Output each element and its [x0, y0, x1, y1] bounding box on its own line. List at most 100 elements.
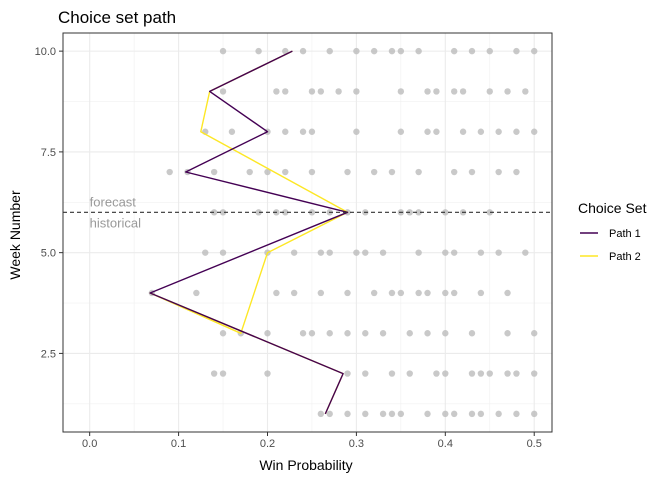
legend-label: Path 1: [609, 228, 641, 240]
data-point: [415, 47, 422, 55]
data-point: [442, 209, 449, 216]
data-point: [451, 249, 458, 256]
data-point: [513, 168, 520, 176]
data-point: [219, 209, 227, 216]
data-point: [219, 47, 227, 55]
data-point: [344, 370, 351, 377]
data-point: [477, 249, 485, 256]
y-tick-label: 5.0: [41, 248, 56, 260]
legend-title: Choice Set: [578, 200, 647, 216]
data-point: [442, 410, 449, 418]
x-tick-label: 0.4: [438, 438, 453, 450]
data-point: [344, 330, 351, 337]
data-point: [290, 249, 298, 256]
data-point: [442, 289, 449, 297]
data-point: [255, 47, 262, 55]
data-point: [406, 370, 413, 377]
data-point: [513, 410, 520, 418]
data-point: [388, 168, 396, 176]
x-tick-label: 0.2: [260, 438, 275, 450]
data-point: [210, 168, 218, 176]
data-point: [273, 289, 280, 297]
data-point: [370, 168, 378, 176]
data-point: [451, 88, 458, 95]
data-point: [468, 47, 476, 55]
data-point: [433, 370, 440, 377]
data-point: [459, 128, 467, 135]
y-axis-title: Week Number: [7, 190, 23, 280]
data-point: [397, 47, 405, 55]
data-point: [255, 209, 262, 216]
data-point: [344, 410, 351, 418]
data-point: [290, 289, 298, 297]
data-point: [388, 370, 396, 377]
series-paths: [149, 50, 349, 415]
data-point: [370, 289, 378, 297]
data-point: [335, 88, 342, 95]
panel-border: [62, 32, 553, 433]
data-point: [397, 128, 405, 135]
data-point: [531, 330, 538, 337]
data-point: [397, 88, 405, 95]
data-point: [424, 128, 431, 135]
data-point: [264, 370, 271, 377]
data-point: [317, 249, 325, 256]
data-point: [273, 88, 280, 95]
data-point: [522, 88, 529, 95]
annotation-historical: historical: [90, 216, 141, 231]
series-line-path-1: [149, 50, 349, 415]
data-point: [388, 289, 396, 297]
data-point: [166, 168, 173, 176]
data-point: [504, 88, 511, 95]
data-point: [317, 289, 325, 297]
data-point: [513, 47, 520, 55]
data-point: [477, 128, 485, 135]
plot-frame: forecast historical: [62, 32, 553, 433]
data-point: [282, 88, 289, 95]
data-point: [264, 330, 271, 337]
data-point: [415, 168, 422, 176]
data-point: [486, 370, 493, 377]
data-point: [344, 168, 351, 176]
data-point: [282, 128, 289, 135]
data-point: [353, 88, 360, 95]
data-point: [451, 47, 458, 55]
data-point: [504, 330, 511, 337]
data-point: [495, 128, 502, 135]
data-point: [442, 370, 449, 377]
y-axis-ticks: 2.5 5.0 7.5 10.0: [35, 46, 63, 360]
data-point: [504, 289, 511, 297]
data-point: [451, 410, 458, 418]
data-point: [442, 249, 449, 256]
data-point: [210, 370, 218, 377]
data-point: [468, 330, 476, 337]
x-tick-label: 0.3: [349, 438, 364, 450]
data-point: [317, 410, 325, 418]
data-point: [379, 330, 387, 337]
data-point: [317, 88, 325, 95]
data-point: [326, 249, 333, 256]
background-points: [148, 47, 538, 418]
data-point: [282, 47, 289, 55]
data-point: [468, 370, 476, 377]
data-point: [388, 47, 396, 55]
data-point: [219, 88, 227, 95]
data-point: [353, 128, 360, 135]
x-tick-label: 0.1: [171, 438, 186, 450]
data-point: [415, 209, 422, 216]
data-point: [219, 370, 227, 377]
data-point: [415, 289, 422, 297]
data-point: [379, 410, 387, 418]
data-point: [219, 249, 227, 256]
data-point: [433, 88, 440, 95]
data-point: [299, 128, 307, 135]
data-point: [362, 410, 369, 418]
data-point: [326, 330, 333, 337]
data-point: [477, 370, 485, 377]
y-tick-label: 10.0: [35, 46, 56, 58]
data-point: [282, 209, 289, 216]
data-point: [486, 209, 493, 216]
data-point: [424, 330, 431, 337]
x-axis-title: Win Probability: [259, 457, 352, 473]
data-point: [513, 128, 520, 135]
